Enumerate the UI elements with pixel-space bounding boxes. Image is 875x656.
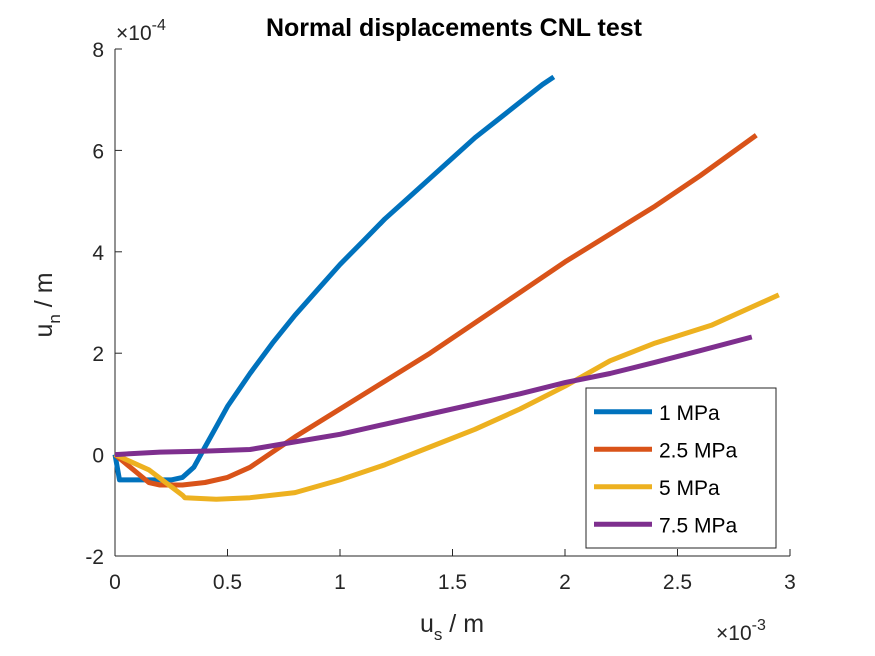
chart-title: Normal displacements CNL test (266, 14, 643, 42)
y-tick-label: 8 (92, 39, 104, 62)
legend-label: 5 MPa (659, 477, 720, 500)
legend: 1 MPa 2.5 MPa 5 MPa 7.5 MPa (585, 387, 777, 549)
x-tick-label: 2.5 (663, 571, 692, 594)
x-tick-label: 0 (109, 571, 121, 594)
x-tick-label: 0.5 (213, 571, 242, 594)
legend-label: 2.5 MPa (659, 439, 738, 462)
x-axis-multiplier: ×10-3 (716, 617, 766, 645)
y-axis-multiplier: ×10-4 (116, 17, 166, 45)
y-tick-label: -2 (85, 546, 104, 569)
x-tick-label: 3 (784, 571, 796, 594)
y-tick-label: 0 (92, 445, 104, 468)
series-line-7-5-mpa (114, 334, 753, 458)
legend-box (585, 387, 777, 549)
x-tick-label: 2 (559, 571, 571, 594)
y-tick-label: 2 (92, 343, 104, 366)
series-line-2-5-mpa (113, 133, 758, 488)
series-line-1-mpa (112, 74, 556, 483)
svg-text:un / m: un / m (30, 272, 64, 337)
y-tick-label: 4 (92, 242, 104, 265)
y-axis-label: un / m (30, 272, 64, 337)
x-tick-label: 1 (334, 571, 346, 594)
legend-label: 1 MPa (659, 402, 720, 425)
y-tick-label: 6 (92, 140, 104, 163)
x-axis-label: us / m (420, 610, 484, 644)
series-line-5-mpa (113, 292, 780, 502)
legend-label: 7.5 MPa (659, 514, 738, 537)
x-tick-label: 1.5 (438, 571, 467, 594)
